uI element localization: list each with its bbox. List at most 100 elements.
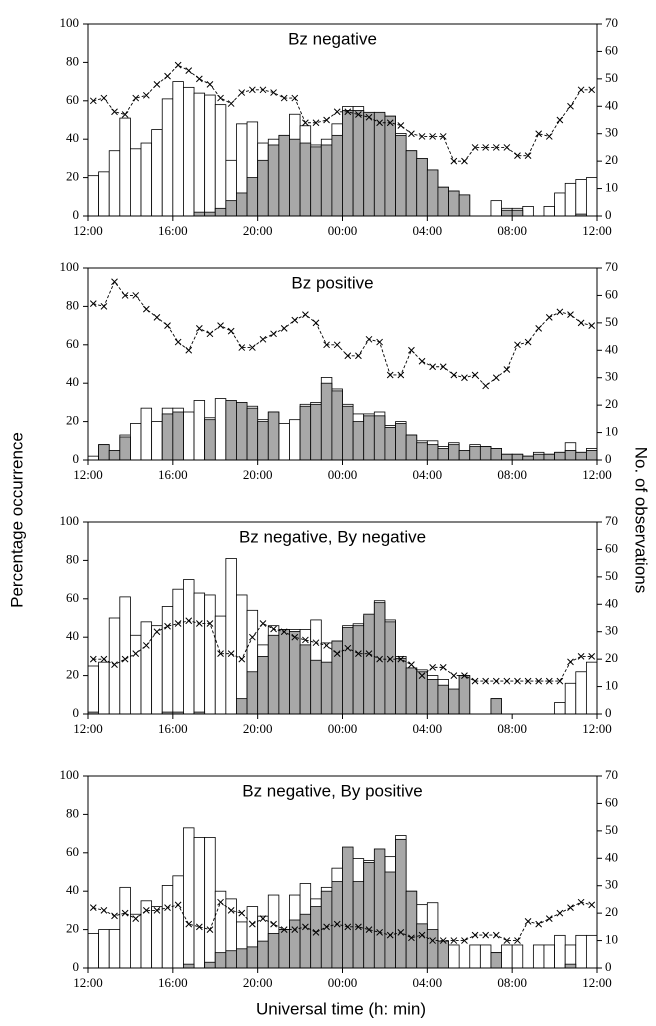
bar bbox=[257, 159, 269, 217]
bar bbox=[108, 449, 121, 461]
bar bbox=[564, 449, 577, 461]
bar bbox=[130, 423, 142, 461]
x-tick-label: 20:00 bbox=[243, 721, 273, 736]
bar bbox=[299, 644, 312, 715]
observation-marker bbox=[535, 920, 543, 928]
y2-tick-label: 60 bbox=[605, 794, 618, 809]
observation-marker bbox=[492, 931, 500, 939]
observation-marker bbox=[323, 642, 330, 649]
bar bbox=[405, 890, 418, 969]
y-tick-label: 40 bbox=[66, 130, 79, 145]
y-tick-label: 20 bbox=[66, 667, 79, 682]
y2-tick-label: 30 bbox=[605, 877, 618, 892]
bar bbox=[405, 434, 418, 461]
bar bbox=[511, 944, 524, 969]
x-tick-label: 08:00 bbox=[497, 721, 527, 736]
observation-marker bbox=[227, 327, 235, 335]
y2-tick-label: 50 bbox=[605, 70, 618, 85]
observation-marker bbox=[408, 346, 415, 354]
bar bbox=[448, 688, 460, 715]
observation-marker bbox=[376, 338, 383, 346]
chart-title: Bz negative bbox=[288, 29, 377, 48]
bar bbox=[161, 606, 174, 715]
y2-tick-label: 10 bbox=[605, 932, 618, 947]
observation-marker bbox=[397, 371, 405, 379]
observation-marker bbox=[206, 926, 214, 933]
observation-marker bbox=[227, 100, 235, 107]
bar bbox=[310, 659, 322, 715]
observation-marker bbox=[439, 937, 447, 944]
bar bbox=[225, 950, 237, 969]
observation-marker bbox=[312, 319, 320, 327]
bar bbox=[289, 919, 301, 969]
bar bbox=[299, 405, 312, 461]
observation-marker bbox=[302, 119, 309, 127]
observation-marker bbox=[397, 122, 405, 129]
observation-marker bbox=[545, 677, 553, 685]
y-tick-label: 20 bbox=[66, 921, 79, 936]
bar bbox=[458, 449, 471, 461]
observation-marker bbox=[577, 86, 585, 94]
chart-title: Bz negative, By positive bbox=[242, 781, 422, 800]
y-tick-label: 100 bbox=[60, 513, 80, 528]
bar bbox=[511, 209, 524, 217]
observation-marker bbox=[386, 655, 394, 663]
observation-marker bbox=[418, 931, 426, 939]
observation-marker bbox=[355, 923, 362, 931]
observation-marker bbox=[471, 371, 479, 379]
observation-marker bbox=[174, 620, 182, 627]
bar bbox=[543, 453, 555, 461]
bar bbox=[395, 657, 407, 715]
bar bbox=[479, 446, 492, 461]
bar bbox=[416, 923, 428, 969]
bar bbox=[225, 200, 237, 217]
bar bbox=[501, 453, 513, 461]
x-tick-label: 08:00 bbox=[497, 975, 527, 990]
y2-tick-label: 20 bbox=[605, 396, 618, 411]
bar bbox=[87, 933, 100, 969]
x-tick-label: 16:00 bbox=[158, 975, 188, 990]
observation-marker bbox=[524, 152, 532, 160]
observation-marker bbox=[482, 677, 490, 685]
observation-marker bbox=[333, 108, 341, 116]
observation-marker bbox=[556, 116, 564, 124]
x-tick-label: 12:00 bbox=[73, 975, 103, 990]
observation-marker bbox=[514, 341, 521, 349]
bar bbox=[246, 946, 259, 969]
observation-marker bbox=[132, 292, 140, 299]
x-tick-label: 20:00 bbox=[243, 223, 273, 238]
observation-marker bbox=[503, 937, 511, 944]
x-tick-label: 12:00 bbox=[582, 467, 612, 482]
y2-tick-label: 60 bbox=[605, 286, 618, 301]
y-tick-label: 0 bbox=[73, 451, 80, 466]
bar bbox=[575, 179, 587, 217]
y-tick-label: 80 bbox=[66, 53, 79, 68]
observation-marker bbox=[503, 144, 511, 151]
x-tick-label: 12:00 bbox=[73, 467, 103, 482]
observation-marker bbox=[280, 94, 288, 102]
observation-marker bbox=[195, 620, 203, 627]
bar bbox=[267, 411, 280, 461]
y2-tick-label: 40 bbox=[605, 849, 618, 864]
bar bbox=[543, 944, 555, 969]
observation-marker bbox=[514, 152, 521, 160]
bar bbox=[193, 837, 206, 969]
bar bbox=[310, 146, 322, 217]
bar bbox=[395, 838, 407, 969]
x-tick-label: 04:00 bbox=[413, 721, 443, 736]
observation-marker bbox=[365, 113, 373, 121]
observation-marker bbox=[323, 923, 330, 931]
observation-marker bbox=[545, 314, 553, 321]
observation-marker bbox=[461, 374, 468, 382]
observation-marker bbox=[249, 86, 256, 94]
observation-marker bbox=[174, 338, 182, 346]
bar bbox=[331, 640, 343, 715]
observation-marker bbox=[206, 80, 214, 88]
observation-marker bbox=[89, 300, 97, 308]
observation-marker bbox=[450, 371, 458, 379]
bar bbox=[119, 886, 131, 969]
observation-marker bbox=[556, 308, 564, 316]
y2-tick-label: 30 bbox=[605, 125, 618, 140]
observation-marker bbox=[429, 133, 436, 140]
observation-marker bbox=[153, 907, 161, 914]
